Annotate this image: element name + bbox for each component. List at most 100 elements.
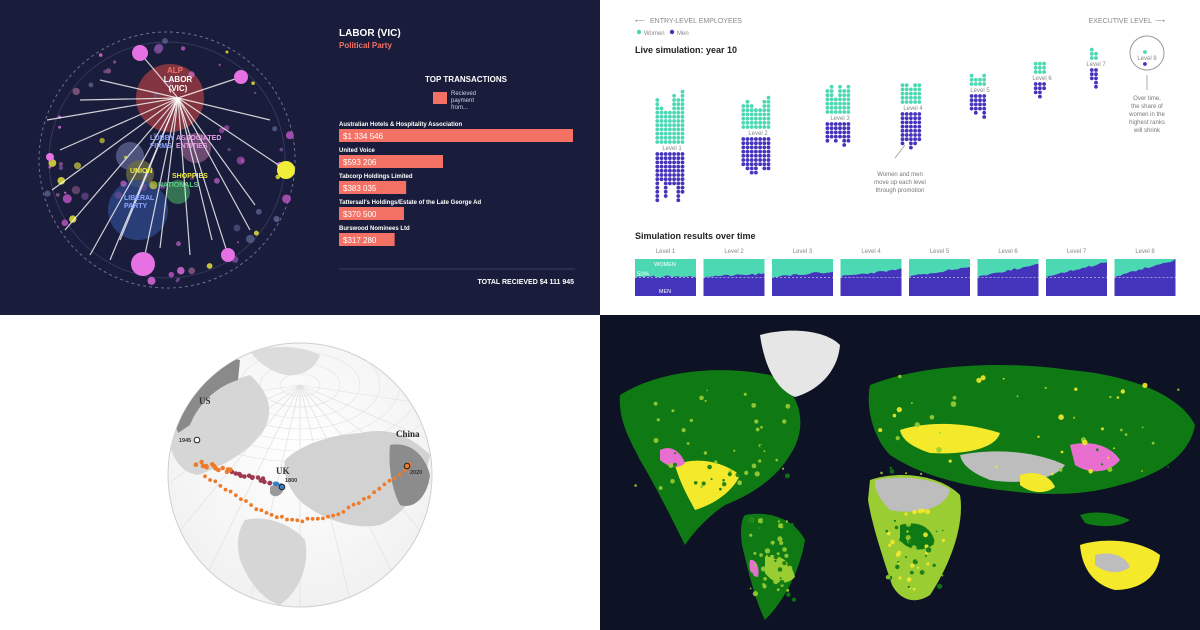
outer-node-pink-bottom-right[interactable]: [221, 248, 235, 262]
minor-node[interactable]: [240, 158, 245, 163]
land-cover-speck: [948, 459, 952, 463]
minor-node[interactable]: [180, 46, 186, 51]
minor-node[interactable]: [206, 263, 213, 269]
minor-node[interactable]: [147, 276, 156, 285]
minor-node[interactable]: [61, 219, 69, 227]
minor-node[interactable]: [72, 87, 80, 96]
minor-node[interactable]: [279, 147, 284, 152]
minor-node[interactable]: [105, 68, 112, 74]
outer-node-pink-bottom[interactable]: [131, 252, 155, 276]
minor-node[interactable]: [103, 69, 107, 74]
minor-node[interactable]: [57, 177, 66, 185]
trail-point: [220, 465, 225, 471]
land-cover-speck: [905, 535, 911, 541]
land-cover-speck: [763, 450, 766, 453]
minor-node[interactable]: [177, 266, 185, 275]
land-cover-speck: [693, 481, 698, 485]
minor-node[interactable]: [175, 279, 179, 283]
transaction-bar[interactable]: [339, 155, 444, 168]
woman-dot: [825, 89, 830, 93]
marker-1945[interactable]: [193, 436, 201, 444]
land-cover-speck: [980, 375, 986, 381]
man-dot: [659, 168, 664, 173]
minor-node[interactable]: [69, 215, 77, 223]
minor-node[interactable]: [62, 194, 72, 204]
china-label: China: [396, 429, 420, 439]
woman-dot: [754, 108, 758, 113]
minor-node[interactable]: [275, 218, 279, 222]
minor-node[interactable]: [225, 50, 229, 54]
minor-node[interactable]: [63, 191, 67, 194]
man-dot: [668, 168, 672, 173]
minor-node[interactable]: [113, 60, 117, 64]
minor-node[interactable]: [253, 230, 259, 236]
minor-node[interactable]: [168, 271, 175, 278]
minor-node[interactable]: [81, 192, 89, 200]
man-dot: [973, 102, 978, 107]
man-dot: [676, 194, 681, 198]
transaction-bar[interactable]: [339, 207, 404, 220]
minor-node[interactable]: [58, 125, 62, 129]
minor-node[interactable]: [99, 137, 105, 144]
outer-node-yellow[interactable]: [277, 161, 295, 179]
minor-node[interactable]: [218, 127, 225, 134]
minor-node[interactable]: [167, 79, 174, 86]
woman-dot: [762, 104, 767, 108]
minor-node[interactable]: [233, 224, 241, 232]
minor-node[interactable]: [55, 193, 60, 197]
marker-2020[interactable]: [403, 462, 411, 470]
man-dot: [766, 141, 771, 146]
minor-node[interactable]: [237, 241, 239, 244]
land-cover-speck: [890, 539, 895, 545]
minor-node[interactable]: [74, 162, 81, 170]
minor-node[interactable]: [214, 177, 220, 184]
land-cover-speck: [782, 419, 787, 424]
minor-node[interactable]: [44, 190, 51, 197]
minor-node[interactable]: [285, 131, 294, 140]
shoppies-node[interactable]: [166, 180, 190, 204]
minor-node[interactable]: [58, 162, 63, 166]
minor-node[interactable]: [98, 53, 103, 57]
man-dot: [762, 141, 767, 146]
minor-node[interactable]: [251, 81, 255, 85]
minor-node[interactable]: [282, 194, 291, 204]
minor-node[interactable]: [154, 43, 164, 53]
minor-node[interactable]: [48, 159, 57, 167]
marker-1800[interactable]: [278, 483, 286, 491]
minor-node[interactable]: [275, 174, 281, 180]
associated-label-2: ENTITIES: [176, 143, 208, 150]
minor-node[interactable]: [246, 234, 255, 244]
trail-point: [382, 482, 387, 487]
land-cover-speck: [1105, 397, 1112, 403]
minor-node[interactable]: [120, 180, 127, 187]
minor-node[interactable]: [88, 82, 94, 88]
minor-node[interactable]: [71, 185, 81, 195]
minor-node[interactable]: [159, 182, 166, 190]
minor-node[interactable]: [149, 181, 158, 190]
minor-node[interactable]: [254, 91, 257, 94]
transaction-bar[interactable]: [339, 129, 573, 142]
minor-node[interactable]: [188, 71, 195, 78]
woman-dot: [762, 99, 767, 104]
minor-node[interactable]: [218, 63, 221, 66]
outer-node-pink-right[interactable]: [234, 70, 248, 84]
outer-node-pink-left[interactable]: [46, 153, 54, 161]
minor-node[interactable]: [114, 191, 122, 199]
minor-node[interactable]: [190, 175, 195, 180]
minor-node[interactable]: [58, 165, 64, 170]
globe-svg: US UK China 1945 1800 2020: [167, 342, 433, 608]
transaction-bar[interactable]: [339, 233, 395, 246]
transaction-bar[interactable]: [339, 181, 407, 194]
minor-node[interactable]: [153, 93, 158, 98]
minor-node[interactable]: [176, 241, 181, 247]
minor-node[interactable]: [272, 126, 278, 132]
minor-node[interactable]: [188, 267, 196, 275]
minor-node[interactable]: [255, 208, 262, 215]
woman-dot: [663, 127, 668, 132]
minor-node[interactable]: [162, 38, 168, 44]
land-cover-speck: [653, 438, 659, 443]
man-dot: [741, 145, 746, 150]
woman-dot: [676, 140, 681, 144]
minor-node[interactable]: [227, 148, 231, 152]
outer-node-pink-top[interactable]: [132, 45, 148, 61]
